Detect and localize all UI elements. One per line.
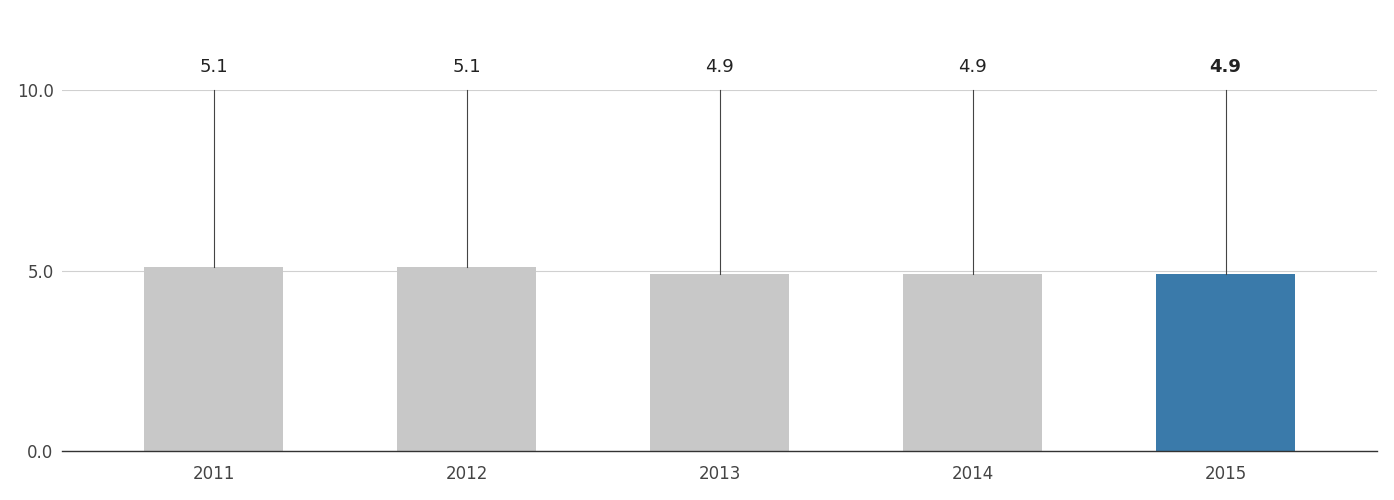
Text: 4.9: 4.9 <box>1210 58 1242 76</box>
Text: 5.1: 5.1 <box>452 58 481 76</box>
Bar <box>144 267 283 452</box>
Bar <box>903 274 1043 452</box>
Text: 5.1: 5.1 <box>199 58 229 76</box>
Text: 4.9: 4.9 <box>705 58 735 76</box>
Bar <box>1156 274 1295 452</box>
Bar <box>397 267 537 452</box>
Text: 4.9: 4.9 <box>958 58 987 76</box>
Bar <box>650 274 789 452</box>
